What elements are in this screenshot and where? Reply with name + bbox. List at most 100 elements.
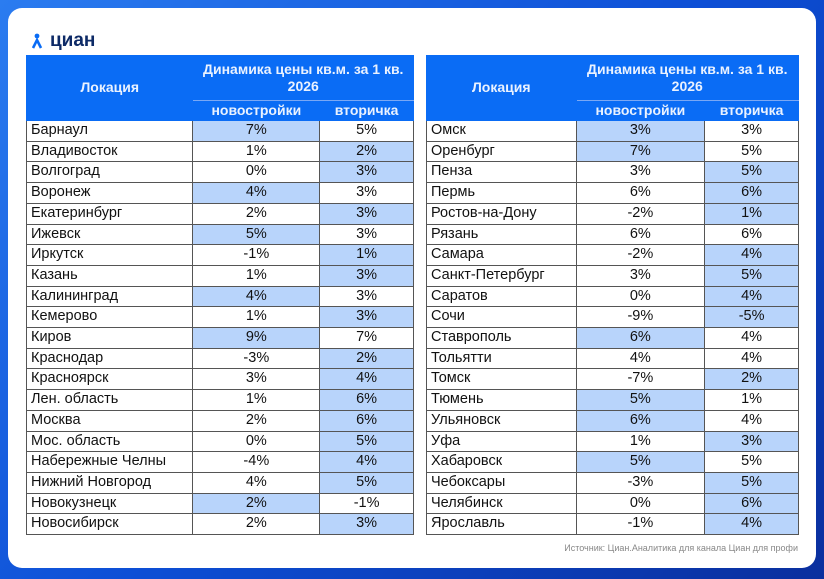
logo-text: циан <box>50 30 96 51</box>
city-cell: Рязань <box>426 223 577 246</box>
new-buildings-cell: 6% <box>575 409 706 432</box>
secondary-cell: 3% <box>319 202 414 225</box>
city-cell: Хабаровск <box>426 451 577 473</box>
new-buildings-cell: 3% <box>575 161 706 184</box>
secondary-cell: 3% <box>319 513 414 536</box>
secondary-cell: -1% <box>319 492 414 515</box>
secondary-cell: 4% <box>704 244 799 266</box>
header-new: новостройки <box>192 100 321 121</box>
secondary-cell: 3% <box>319 306 414 329</box>
table-row: Киров 9% 7% <box>25 327 414 349</box>
secondary-cell: 3% <box>704 430 799 453</box>
city-cell: Ростов-на-Дону <box>426 202 577 225</box>
new-buildings-cell: -3% <box>575 471 706 494</box>
city-cell: Ульяновск <box>426 409 577 432</box>
city-cell: Екатеринбург <box>25 202 194 225</box>
table-row: Мос. область 0% 5% <box>25 430 414 453</box>
secondary-cell: 4% <box>319 368 414 391</box>
city-cell: Краснодар <box>25 347 194 370</box>
secondary-cell: 6% <box>319 409 414 432</box>
table-row: Уфа 1% 3% <box>426 430 799 453</box>
table-row: Пермь 6% 6% <box>426 182 799 204</box>
secondary-cell: 5% <box>704 161 799 184</box>
new-buildings-cell: -4% <box>192 451 321 473</box>
city-cell: Пермь <box>426 182 577 204</box>
table-row: Саратов 0% 4% <box>426 285 799 308</box>
new-buildings-cell: -2% <box>575 244 706 266</box>
new-buildings-cell: 7% <box>192 120 321 142</box>
city-cell: Красноярск <box>25 368 194 391</box>
table-row: Владивосток 1% 2% <box>25 140 414 163</box>
table-row: Барнаул 7% 5% <box>25 120 414 142</box>
secondary-cell: 5% <box>319 471 414 494</box>
table-row: Тюмень 5% 1% <box>426 389 799 411</box>
city-cell: Омск <box>426 120 577 142</box>
table-row: Оренбург 7% 5% <box>426 140 799 163</box>
header-location: Локация <box>25 55 194 121</box>
city-cell: Иркутск <box>25 244 194 266</box>
new-buildings-cell: 5% <box>575 389 706 411</box>
city-cell: Сочи <box>426 306 577 329</box>
city-cell: Ижевск <box>25 223 194 246</box>
new-buildings-cell: 6% <box>575 223 706 246</box>
table-row: Тольятти 4% 4% <box>426 347 799 370</box>
table-row: Новокузнецк 2% -1% <box>25 492 414 515</box>
cian-logo-icon <box>32 33 43 49</box>
city-cell: Новокузнецк <box>25 492 194 515</box>
city-cell: Москва <box>25 409 194 432</box>
city-cell: Тольятти <box>426 347 577 370</box>
city-cell: Кемерово <box>25 306 194 329</box>
secondary-cell: 3% <box>319 285 414 308</box>
city-cell: Уфа <box>426 430 577 453</box>
new-buildings-cell: 0% <box>575 492 706 515</box>
new-buildings-cell: 3% <box>575 120 706 142</box>
new-buildings-cell: 6% <box>575 327 706 349</box>
new-buildings-cell: 2% <box>192 492 321 515</box>
new-buildings-cell: 3% <box>575 264 706 287</box>
city-cell: Санкт-Петербург <box>426 264 577 287</box>
table-row: Красноярск 3% 4% <box>25 368 414 391</box>
city-cell: Самара <box>426 244 577 266</box>
secondary-cell: 6% <box>704 223 799 246</box>
new-buildings-cell: 4% <box>575 347 706 370</box>
table-row: Москва 2% 6% <box>25 409 414 432</box>
secondary-cell: 3% <box>704 120 799 142</box>
secondary-cell: -5% <box>704 306 799 329</box>
table-row: Санкт-Петербург 3% 5% <box>426 264 799 287</box>
table-row: Челябинск 0% 6% <box>426 492 799 515</box>
new-buildings-cell: 0% <box>192 430 321 453</box>
header-dynamics: Динамика цены кв.м. за 1 кв. 2026 <box>575 55 799 101</box>
new-buildings-cell: 1% <box>192 140 321 163</box>
city-cell: Владивосток <box>25 140 194 163</box>
city-cell: Томск <box>426 368 577 391</box>
new-buildings-cell: 1% <box>192 264 321 287</box>
logo: циан <box>32 30 95 52</box>
secondary-cell: 1% <box>704 202 799 225</box>
secondary-cell: 3% <box>319 182 414 204</box>
header-secondary: вторичка <box>704 100 799 121</box>
secondary-cell: 4% <box>704 327 799 349</box>
table-row: Пенза 3% 5% <box>426 161 799 184</box>
new-buildings-cell: 5% <box>575 451 706 473</box>
city-cell: Оренбург <box>426 140 577 163</box>
secondary-cell: 5% <box>704 140 799 163</box>
city-cell: Ярославль <box>426 513 577 536</box>
secondary-cell: 4% <box>704 513 799 536</box>
new-buildings-cell: 9% <box>192 327 321 349</box>
new-buildings-cell: 0% <box>575 285 706 308</box>
city-cell: Пенза <box>426 161 577 184</box>
secondary-cell: 4% <box>704 285 799 308</box>
price-table-right: Локация Динамика цены кв.м. за 1 кв. 202… <box>426 55 799 536</box>
table-row: Новосибирск 2% 3% <box>25 513 414 536</box>
secondary-cell: 2% <box>319 347 414 370</box>
table-row: Ставрополь 6% 4% <box>426 327 799 349</box>
table-row: Ульяновск 6% 4% <box>426 409 799 432</box>
city-cell: Калининград <box>25 285 194 308</box>
header-secondary: вторичка <box>319 100 414 121</box>
city-cell: Тюмень <box>426 389 577 411</box>
secondary-cell: 6% <box>704 182 799 204</box>
secondary-cell: 7% <box>319 327 414 349</box>
table-row: Ярославль -1% 4% <box>426 513 799 536</box>
city-cell: Саратов <box>426 285 577 308</box>
secondary-cell: 5% <box>319 430 414 453</box>
